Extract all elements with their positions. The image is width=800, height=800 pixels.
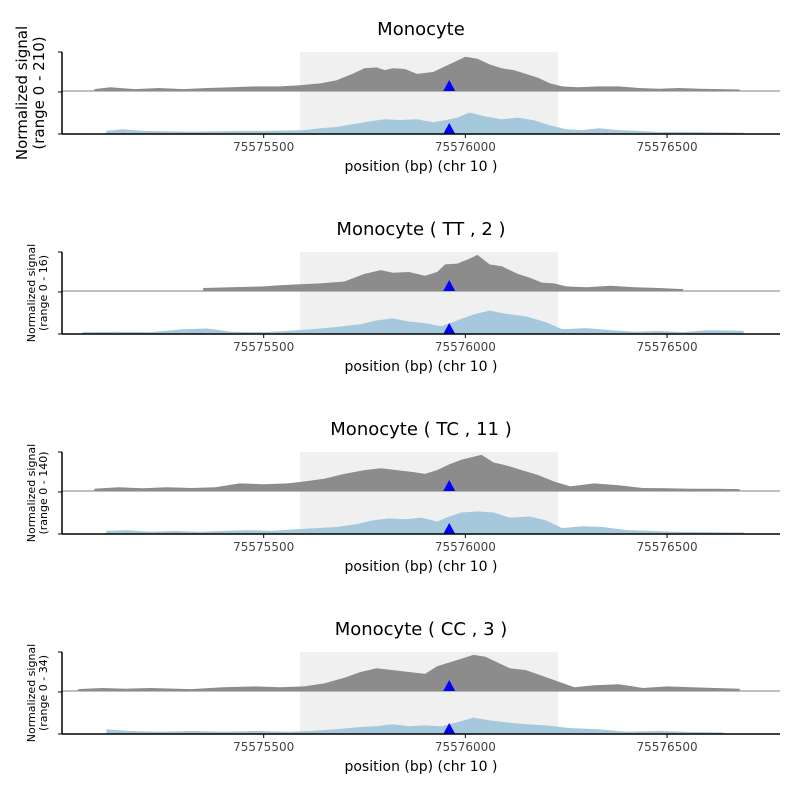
y-axis-title-line2: (range 0 - 34) [37, 655, 50, 731]
panel-1: 75575500 75576000 75576500 Monocyte position… [13, 19, 780, 175]
x-tick-label: 75576500 [637, 540, 698, 554]
x-tick-label: 75576500 [637, 340, 698, 354]
panel-2: 75575500 75576000 75576500 Monocyte ( TT , … [25, 219, 780, 375]
panel-title: Monocyte ( TT , 2 ) [336, 219, 505, 240]
x-tick-label: 75575500 [233, 140, 294, 154]
x-tick-label: 75576000 [435, 140, 496, 154]
y-axis-title-line2: (range 0 - 210) [30, 36, 48, 149]
y-axis-title-line1: Normalized signal [25, 444, 38, 542]
signal-track-top [94, 454, 740, 491]
snp-marker-top [443, 680, 456, 691]
signal-track-top [203, 254, 684, 291]
panel-3: 75575500 75576000 75576500 Monocyte ( TC , … [25, 419, 780, 575]
y-axis-title: Normalized signal (range 0 - 34) [25, 644, 50, 742]
snp-marker-top [443, 480, 456, 491]
x-tick-label: 75575500 [233, 540, 294, 554]
x-tick-label: 75576500 [637, 740, 698, 754]
y-axis-title-line2: (range 0 - 16) [37, 255, 50, 331]
x-axis-title: position (bp) (chr 10 ) [344, 559, 497, 575]
signal-track-bottom [106, 112, 744, 134]
signal-track-bottom [106, 511, 744, 534]
signal-track-top [94, 56, 740, 91]
highlight-region [299, 652, 559, 734]
snp-marker-top [443, 280, 456, 291]
signal-track-bottom [82, 310, 744, 334]
x-axis-title: position (bp) (chr 10 ) [344, 159, 497, 175]
snp-marker-bottom [443, 123, 456, 134]
panel-title: Monocyte ( CC , 3 ) [335, 619, 508, 640]
y-axis-title: Normalized signal (range 0 - 140) [25, 444, 50, 542]
x-tick-label: 75576000 [435, 740, 496, 754]
signal-track-bottom [106, 717, 724, 734]
x-axis-title: position (bp) (chr 10 ) [344, 359, 497, 375]
x-axis-title: position (bp) (chr 10 ) [344, 759, 497, 775]
x-tick-label: 75575500 [233, 740, 294, 754]
x-tick-label: 75576000 [435, 340, 496, 354]
panel-title: Monocyte ( TC , 11 ) [330, 419, 511, 440]
x-tick-label: 75576000 [435, 540, 496, 554]
snp-marker-bottom [443, 723, 456, 734]
panel-title: Monocyte [377, 19, 465, 40]
signal-track-top [78, 654, 740, 691]
y-axis-title-line1: Normalized signal [25, 244, 38, 342]
y-axis-title-line1: Normalized signal [25, 644, 38, 742]
y-axis-title: Normalized signal (range 0 - 210) [13, 26, 48, 160]
panel-4: 75575500 75576000 75576500 Monocyte ( CC , … [25, 619, 780, 775]
snp-marker-top [443, 80, 456, 91]
snp-marker-bottom [443, 323, 456, 334]
snp-marker-bottom [443, 523, 456, 534]
y-axis-title: Normalized signal (range 0 - 16) [25, 244, 50, 342]
y-axis-title-line1: Normalized signal [13, 26, 31, 160]
x-tick-label: 75575500 [233, 340, 294, 354]
x-tick-label: 75576500 [637, 140, 698, 154]
y-axis-title-line2: (range 0 - 140) [37, 451, 50, 534]
